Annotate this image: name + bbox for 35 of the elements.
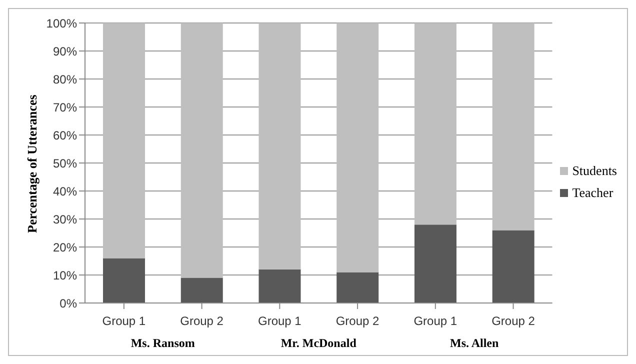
legend-label: Students: [572, 163, 617, 179]
bar: [414, 23, 456, 225]
y-tick-label: 20%: [52, 240, 78, 254]
x-tick-label: Group 2: [492, 314, 536, 328]
y-axis-title: Percentage of Utterances: [24, 94, 40, 233]
bar: [492, 230, 534, 303]
bar: [492, 23, 534, 230]
bar: [103, 258, 145, 303]
y-tick-label: 40%: [52, 184, 78, 198]
y-tick-label: 80%: [52, 72, 78, 86]
y-tick-label: 60%: [52, 128, 78, 142]
bar: [258, 23, 301, 270]
text: Ms. Ransom: [130, 336, 195, 350]
bar: [336, 272, 379, 303]
bar: [180, 278, 223, 303]
x-tick-label: Group 1: [258, 314, 302, 328]
x-tick-label: Group 2: [336, 314, 380, 328]
bar: [258, 269, 301, 303]
x-tick-label: Group 1: [102, 314, 146, 328]
y-tick-label: 30%: [52, 212, 78, 226]
text: Ms. Allen: [450, 336, 499, 350]
text: Mr. McDonald: [280, 336, 357, 350]
y-tick-label: 10%: [52, 268, 78, 282]
y-tick-label: 0%: [60, 296, 78, 310]
bar: [103, 23, 145, 258]
bar: [180, 23, 223, 278]
y-tick-label: 90%: [52, 44, 78, 58]
x-tick-label: Group 1: [414, 314, 458, 328]
bar: [336, 23, 379, 272]
legend-label: Teacher: [572, 185, 614, 201]
y-tick-label: 100%: [46, 16, 78, 30]
y-tick-label: 50%: [52, 156, 78, 170]
y-tick-label: 70%: [52, 100, 78, 114]
x-tick-label: Group 2: [180, 314, 224, 328]
bar: [414, 224, 456, 303]
